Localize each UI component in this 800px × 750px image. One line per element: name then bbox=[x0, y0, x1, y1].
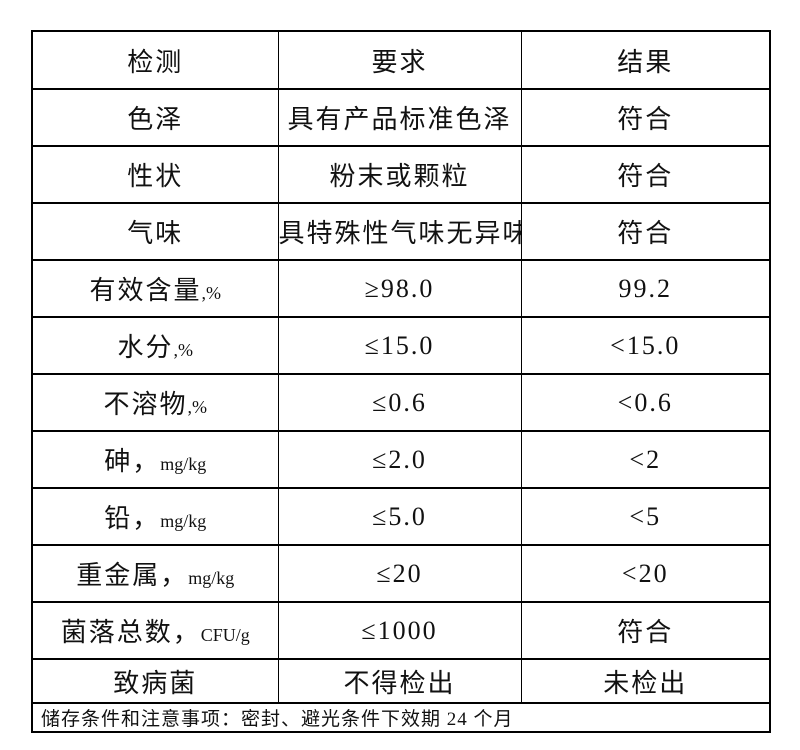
test-item-label: 有效含量 bbox=[89, 276, 202, 305]
test-item-cell: 气味 bbox=[31, 202, 279, 261]
test-item-cell: 不溶物,% bbox=[31, 373, 279, 432]
test-item-label: 不溶物 bbox=[103, 390, 188, 419]
test-item-cell: 重金属，mg/kg bbox=[31, 544, 279, 603]
result-cell: <15.0 bbox=[520, 316, 771, 375]
test-item-unit: ,% bbox=[201, 283, 222, 303]
test-item-cell: 色泽 bbox=[31, 88, 279, 147]
requirement-cell: ≤20 bbox=[277, 544, 522, 603]
result-cell: <5 bbox=[520, 487, 771, 546]
test-item-label: 重金属， bbox=[76, 561, 189, 590]
test-item-cell: 菌落总数，CFU/g bbox=[31, 601, 279, 660]
requirement-cell: 具有产品标准色泽 bbox=[277, 88, 522, 147]
storage-conditions-note: 储存条件和注意事项：密封、避光条件下效期 24 个月 bbox=[31, 702, 771, 733]
table-row: 菌落总数，CFU/g ≤1000 符合 bbox=[31, 601, 771, 660]
result-cell: 符合 bbox=[520, 88, 771, 147]
test-item-cell: 有效含量,% bbox=[31, 259, 279, 318]
result-cell: 符合 bbox=[520, 601, 771, 660]
test-item-label: 性状 bbox=[127, 162, 184, 191]
requirement-cell: ≥98.0 bbox=[277, 259, 522, 318]
result-cell: 符合 bbox=[520, 145, 771, 204]
result-cell: 符合 bbox=[520, 202, 771, 261]
result-cell: 未检出 bbox=[520, 658, 771, 704]
table-row: 色泽 具有产品标准色泽 符合 bbox=[31, 88, 771, 147]
table-footer-row: 储存条件和注意事项：密封、避光条件下效期 24 个月 bbox=[31, 702, 771, 733]
requirement-cell: 粉末或颗粒 bbox=[277, 145, 522, 204]
requirement-cell: ≤15.0 bbox=[277, 316, 522, 375]
test-item-unit: CFU/g bbox=[200, 625, 250, 645]
test-item-cell: 致病菌 bbox=[31, 658, 279, 704]
result-cell: <2 bbox=[520, 430, 771, 489]
test-item-unit: mg/kg bbox=[160, 454, 207, 474]
column-header-result: 结果 bbox=[520, 30, 771, 90]
test-item-cell: 性状 bbox=[31, 145, 279, 204]
result-cell: <20 bbox=[520, 544, 771, 603]
table-row: 砷，mg/kg ≤2.0 <2 bbox=[31, 430, 771, 489]
test-item-unit: ,% bbox=[187, 397, 208, 417]
test-item-label: 水分 bbox=[117, 333, 174, 362]
test-item-label: 气味 bbox=[127, 219, 184, 248]
table-header-row: 检测 要求 结果 bbox=[31, 30, 771, 90]
requirement-cell: ≤5.0 bbox=[277, 487, 522, 546]
test-item-label: 铅， bbox=[104, 504, 161, 533]
test-item-label: 色泽 bbox=[127, 105, 184, 134]
test-item-label: 致病菌 bbox=[113, 668, 198, 698]
test-item-label: 菌落总数， bbox=[60, 618, 201, 647]
test-item-cell: 水分,% bbox=[31, 316, 279, 375]
test-item-label: 砷， bbox=[104, 447, 161, 476]
requirement-cell: ≤0.6 bbox=[277, 373, 522, 432]
inspection-spec-table: 检测 要求 结果 色泽 具有产品标准色泽 符合 性状 粉末或颗粒 符合 气味 具… bbox=[31, 30, 771, 733]
requirement-cell: 具特殊性气味无异味 bbox=[277, 202, 522, 261]
table-row: 铅，mg/kg ≤5.0 <5 bbox=[31, 487, 771, 546]
requirement-cell: 不得检出 bbox=[277, 658, 522, 704]
requirement-cell: ≤1000 bbox=[277, 601, 522, 660]
table-row: 不溶物,% ≤0.6 <0.6 bbox=[31, 373, 771, 432]
table-row: 性状 粉末或颗粒 符合 bbox=[31, 145, 771, 204]
test-item-cell: 砷，mg/kg bbox=[31, 430, 279, 489]
table-row: 气味 具特殊性气味无异味 符合 bbox=[31, 202, 771, 261]
test-item-unit: ,% bbox=[173, 340, 194, 360]
table-row: 致病菌 不得检出 未检出 bbox=[31, 658, 771, 704]
test-item-unit: mg/kg bbox=[188, 568, 235, 588]
table-row: 重金属，mg/kg ≤20 <20 bbox=[31, 544, 771, 603]
table-row: 有效含量,% ≥98.0 99.2 bbox=[31, 259, 771, 318]
column-header-requirement: 要求 bbox=[277, 30, 522, 90]
result-cell: <0.6 bbox=[520, 373, 771, 432]
result-cell: 99.2 bbox=[520, 259, 771, 318]
requirement-cell: ≤2.0 bbox=[277, 430, 522, 489]
column-header-test: 检测 bbox=[31, 30, 279, 90]
test-item-cell: 铅，mg/kg bbox=[31, 487, 279, 546]
test-item-unit: mg/kg bbox=[160, 511, 207, 531]
table-row: 水分,% ≤15.0 <15.0 bbox=[31, 316, 771, 375]
